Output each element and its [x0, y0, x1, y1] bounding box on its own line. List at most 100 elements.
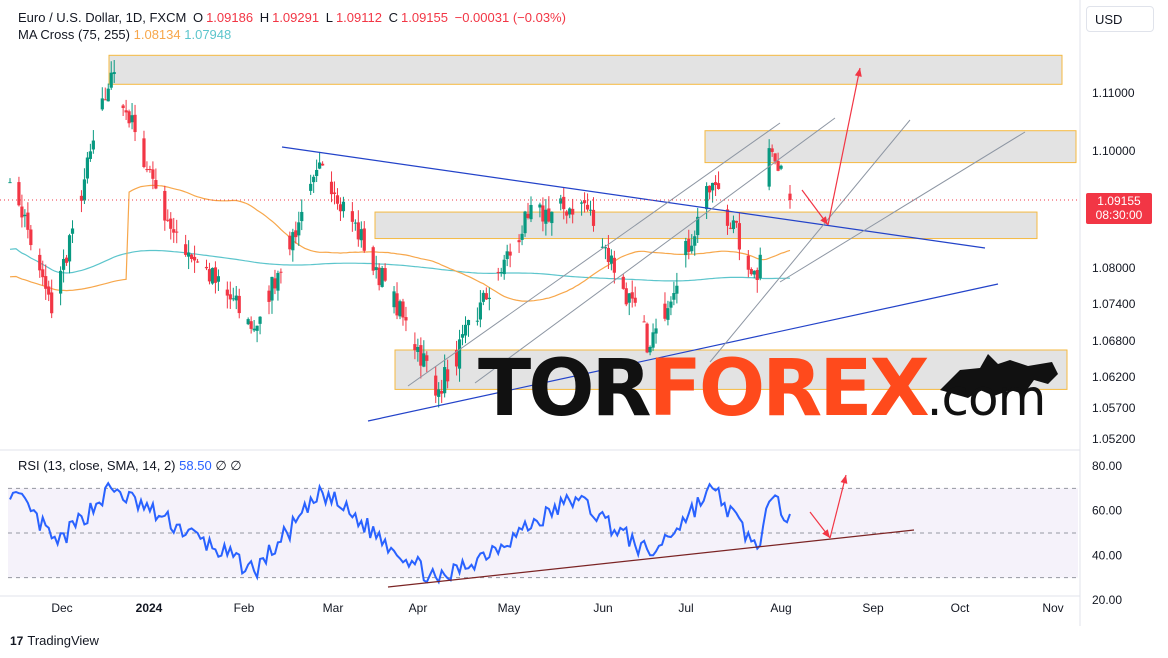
- candle-body: [621, 276, 625, 289]
- candle-body: [377, 267, 381, 286]
- candle-body: [437, 389, 441, 397]
- candle-body: [216, 276, 220, 282]
- candle-body: [693, 236, 697, 246]
- rsi-extra-2: ∅: [230, 458, 242, 473]
- candle-body: [517, 240, 521, 243]
- candle-body: [175, 231, 179, 233]
- candle-body: [457, 339, 462, 369]
- candle-body: [332, 192, 337, 194]
- candle-body: [446, 369, 450, 382]
- candle-body: [210, 267, 215, 284]
- candle-body: [395, 293, 399, 316]
- channel-line: [709, 119, 911, 363]
- time-tick-label: 2024: [136, 601, 163, 615]
- ma-legend[interactable]: MA Cross (75, 255) 1.08134 1.07948: [18, 27, 231, 42]
- symbol-title[interactable]: Euro / U.S. Dollar, 1D, FXCM: [18, 10, 187, 25]
- candle-body: [225, 289, 229, 296]
- candle-body: [541, 205, 545, 222]
- candle-body: [79, 195, 84, 201]
- time-tick-label: Apr: [409, 601, 428, 615]
- rsi-legend[interactable]: RSI (13, close, SMA, 14, 2) 58.50 ∅ ∅: [18, 458, 242, 474]
- candle-body: [728, 227, 733, 229]
- price-tick-label: 1.08000: [1092, 261, 1136, 275]
- candle-body: [341, 201, 346, 212]
- open-value: 1.09186: [206, 10, 254, 25]
- candle-body: [112, 72, 116, 75]
- candle-body: [204, 266, 209, 269]
- candle-body: [752, 270, 756, 275]
- candle-body: [234, 295, 238, 301]
- candle-body: [544, 209, 548, 224]
- support-resistance-zone: [704, 130, 1077, 164]
- candle-body: [91, 140, 95, 150]
- watermark-part-2: FOREX: [648, 344, 930, 434]
- rsi-arrow-up-shaft: [829, 474, 847, 539]
- candle-body: [478, 302, 482, 320]
- candle-body: [505, 251, 509, 260]
- candle-body: [725, 209, 730, 226]
- price-tick-label: 1.05700: [1092, 401, 1136, 415]
- high-value: 1.09291: [272, 10, 320, 25]
- candle-body: [425, 355, 429, 361]
- ma-slow-line: [9, 248, 790, 282]
- candle-body: [609, 255, 613, 264]
- rsi-arrow-up: [829, 474, 848, 539]
- candle-body: [434, 375, 438, 396]
- time-tick-label: Jun: [593, 601, 612, 615]
- time-tick-label: May: [498, 601, 521, 615]
- candle-body: [187, 252, 191, 257]
- candle-body: [329, 181, 334, 195]
- ascending-trendline: [367, 283, 999, 422]
- candle-body: [588, 209, 593, 211]
- candle-body: [440, 390, 444, 394]
- candle-body: [654, 328, 658, 334]
- candle-body: [529, 204, 533, 220]
- candle-body: [737, 223, 741, 250]
- ma-fast-value: 1.08134: [133, 27, 181, 42]
- descending-trendline: [281, 146, 986, 249]
- candle-body: [460, 334, 465, 338]
- currency-button[interactable]: USD: [1086, 6, 1154, 32]
- candle-body: [624, 288, 628, 305]
- forecast-arrow-up-shaft: [827, 67, 861, 226]
- candle-body: [422, 353, 426, 367]
- candle-body: [70, 228, 75, 234]
- time-tick-label: Nov: [1042, 601, 1063, 615]
- candle-body: [419, 345, 423, 366]
- candle-body: [267, 290, 271, 302]
- candle-body: [294, 230, 298, 238]
- low-value: 1.09112: [335, 10, 382, 25]
- channel-line: [779, 131, 1026, 283]
- candle-body: [710, 182, 715, 191]
- candle-body: [416, 346, 420, 353]
- candle-body: [770, 148, 774, 152]
- candle-body: [788, 193, 792, 200]
- candle-body: [356, 222, 360, 240]
- candle-body: [663, 303, 667, 319]
- close-label: C: [388, 10, 398, 25]
- candle-body: [270, 276, 274, 301]
- rsi-support-trendline: [387, 529, 915, 588]
- candle-body: [562, 196, 566, 210]
- candle-body: [767, 148, 771, 187]
- torforex-watermark: TORFOREX.com: [478, 350, 1046, 428]
- candle-body: [413, 344, 417, 351]
- candle-body: [627, 293, 631, 303]
- candle-body: [696, 216, 700, 236]
- rsi-arrow-down: [809, 511, 831, 539]
- tradingview-logo[interactable]: 17 TradingView: [10, 633, 99, 648]
- price-tick-label: 1.10000: [1092, 144, 1136, 158]
- candle-body: [103, 99, 107, 101]
- candle-body: [195, 261, 200, 263]
- candle-body: [85, 157, 90, 179]
- candle-body: [8, 182, 12, 184]
- tradingview-mark-icon: 17: [10, 633, 24, 648]
- candle-body: [779, 165, 783, 169]
- candle-body: [26, 212, 30, 230]
- candle-body: [648, 347, 652, 353]
- candle-body: [291, 232, 295, 251]
- price-tick-label: 1.07400: [1092, 297, 1136, 311]
- time-tick-label: Oct: [951, 601, 970, 615]
- candle-body: [246, 319, 250, 325]
- candle-body: [273, 278, 277, 289]
